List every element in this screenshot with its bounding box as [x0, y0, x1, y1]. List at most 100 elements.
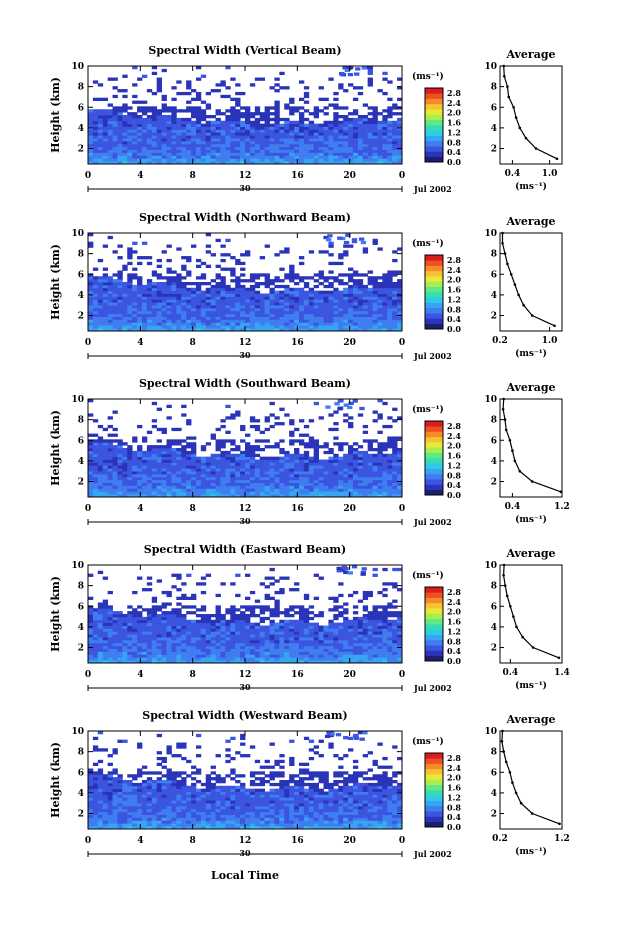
heatmap-cell [141, 287, 148, 292]
heatmap-cell [367, 155, 373, 159]
heatmap-cell [372, 319, 378, 323]
heatmap-cell [195, 468, 202, 472]
heatmap-cell [97, 485, 104, 489]
heatmap-cell [333, 103, 339, 107]
heatmap-cell [298, 616, 305, 621]
heatmap-cell [186, 258, 192, 263]
heatmap-cell [156, 648, 162, 652]
heatmap-cell [210, 316, 216, 320]
heatmap-cell [166, 284, 172, 289]
heatmap-cell [210, 648, 216, 652]
heatmap-cell [137, 305, 143, 309]
profile-point [506, 85, 509, 88]
heatmap-cell [205, 233, 212, 237]
heatmap-cell [97, 570, 104, 575]
heatmap-cell [230, 473, 236, 478]
heatmap-cell [107, 310, 113, 315]
heatmap-cell [137, 482, 143, 486]
heatmap-cell [372, 126, 378, 130]
heatmap-cell [210, 465, 216, 469]
heatmap-cell [230, 149, 236, 153]
heatmap-cell [303, 488, 310, 492]
heatmap-cell [328, 158, 334, 162]
heatmap-cell [254, 140, 261, 145]
heatmap-cell [264, 625, 270, 629]
heatmap-cell [225, 479, 231, 483]
heatmap-cell [107, 468, 113, 472]
heatmap-cell [259, 619, 266, 624]
heatmap-cell [205, 473, 212, 478]
heatmap-cell [348, 305, 354, 309]
heatmap-cell [151, 71, 158, 76]
heatmap-cell [191, 634, 197, 638]
heatmap-cell [127, 634, 133, 638]
heatmap-cell [254, 628, 261, 632]
heatmap-cell [225, 146, 231, 150]
heatmap-cell [141, 588, 148, 592]
heatmap-cell [141, 639, 148, 644]
heatmap-cell [377, 445, 383, 449]
heatmap-cell [323, 316, 329, 320]
heatmap-cell [352, 112, 359, 116]
heatmap-cell [176, 247, 182, 251]
heatmap-cell [107, 319, 113, 323]
heatmap-cell [235, 313, 241, 317]
heatmap-cell [348, 120, 354, 125]
heatmap-cell [186, 596, 192, 600]
heatmap-cell [122, 634, 128, 638]
heatmap-cell [245, 126, 251, 130]
heatmap-cell [112, 611, 118, 615]
heatmap-cell [264, 155, 270, 159]
heatmap-cell [88, 631, 94, 635]
heatmap-cell [220, 310, 226, 315]
heatmap-cell [156, 328, 162, 332]
heatmap-cell [102, 322, 109, 326]
heatmap-cell [205, 573, 212, 577]
heatmap-cell [97, 149, 104, 153]
heatmap-cell [249, 456, 256, 460]
heatmap-cell [245, 456, 251, 460]
heatmap-cell [156, 302, 162, 306]
heatmap-cell [382, 456, 388, 460]
heatmap-cell [117, 305, 123, 309]
heatmap-cell [352, 485, 359, 489]
heatmap-cell [392, 103, 398, 107]
heatmap-cell [377, 488, 383, 492]
heatmap-cell [303, 482, 310, 486]
heatmap-cell [323, 319, 329, 323]
heatmap-cell [141, 625, 148, 629]
heatmap-cell [112, 106, 118, 110]
heatmap-cell [176, 132, 182, 136]
heatmap-cell [235, 628, 241, 632]
heatmap-cell [97, 258, 104, 263]
heatmap-cell [245, 325, 251, 329]
heatmap-cell [122, 453, 128, 458]
heatmap-cell [298, 642, 305, 647]
heatmap-cell [117, 273, 123, 277]
heatmap-cell [137, 488, 143, 492]
heatmap-cell [171, 86, 177, 90]
heatmap-cell [284, 651, 290, 655]
heatmap-cell [191, 126, 197, 130]
heatmap-cell [240, 152, 246, 156]
heatmap-cell [235, 471, 241, 475]
heatmap-cell [191, 307, 197, 312]
heatmap-cell [240, 296, 246, 300]
heatmap-cell [102, 442, 109, 446]
heatmap-cell [151, 611, 158, 615]
heatmap-cell [357, 287, 364, 292]
heatmap-cell [107, 657, 113, 661]
heatmap-cell [122, 473, 128, 478]
heatmap-cell [348, 488, 354, 492]
heatmap-cell [377, 299, 383, 303]
heatmap-cell [259, 135, 266, 139]
heatmap-cell [176, 143, 182, 148]
heatmap-cell [298, 476, 305, 481]
heatmap-cell [318, 126, 324, 130]
heatmap-cell [186, 450, 192, 455]
heatmap-cell [249, 424, 256, 429]
colorbar-frame [424, 87, 444, 163]
heatmap-cell [259, 129, 266, 133]
heatmap-cell [122, 619, 128, 624]
heatmap-cell [112, 135, 118, 139]
